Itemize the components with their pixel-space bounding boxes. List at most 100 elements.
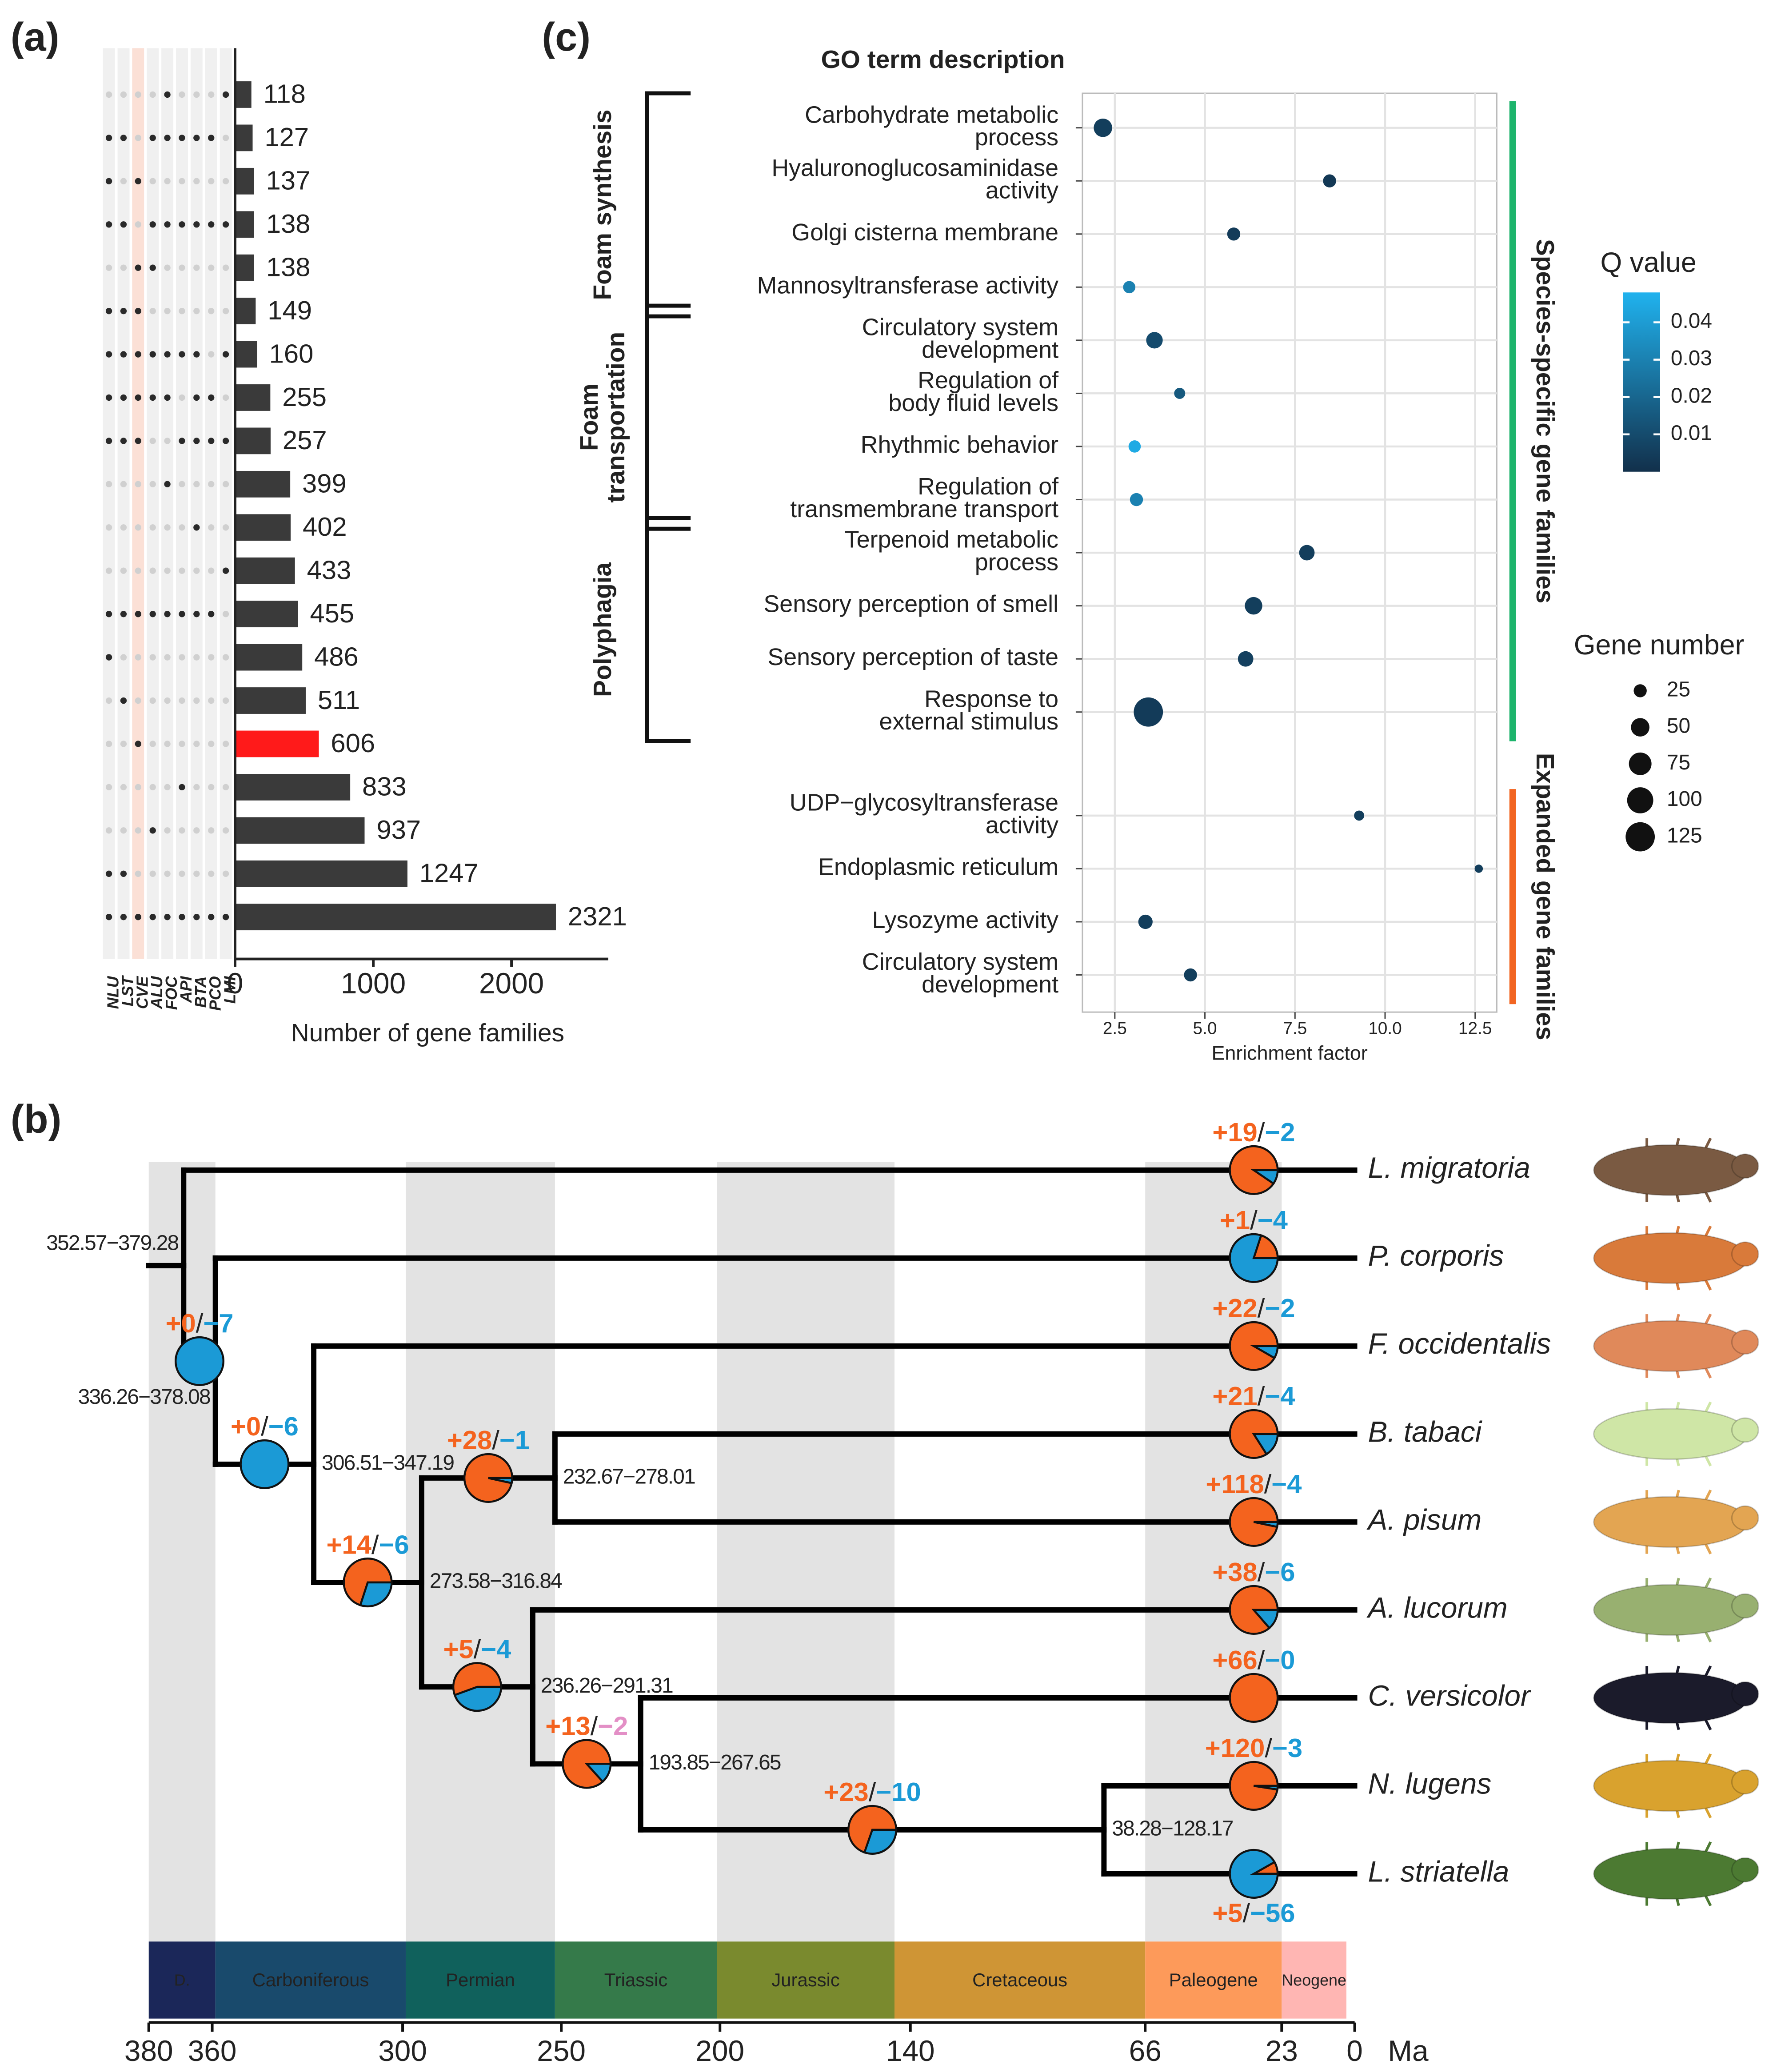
x-tick-label: 2000 (479, 967, 544, 1000)
set-dot (105, 567, 112, 574)
x-tick-label: 0 (1346, 2034, 1363, 2067)
set-dot (179, 438, 185, 444)
divergence-range: 193.85−267.65 (649, 1751, 781, 1774)
loss-label: −2 (1265, 1293, 1295, 1323)
species-label: N. lugens (1368, 1767, 1491, 1800)
set-dot (179, 827, 185, 834)
bar (235, 860, 407, 887)
divergence-range: 336.26−378.08 (78, 1385, 210, 1409)
gain-loss-label: +21/−4 (1212, 1381, 1295, 1411)
gain-label: +23 (823, 1777, 868, 1807)
set-label: ALU (148, 976, 166, 1009)
set-dot (193, 741, 200, 747)
set-dot (105, 914, 112, 920)
term-line: process (975, 549, 1058, 576)
point (1134, 697, 1163, 727)
term-line: external stimulus (879, 708, 1059, 735)
set-dot (120, 654, 127, 661)
value-label: 137 (266, 166, 311, 195)
bar (235, 904, 556, 931)
set-dot (222, 654, 229, 661)
gain-loss-label: +23/−10 (823, 1777, 921, 1807)
gain-label: +28 (447, 1425, 492, 1455)
period-label: Neogene (1282, 1971, 1346, 1989)
set-dot (193, 524, 200, 531)
period-bar (148, 1941, 216, 2019)
species-label: L. migratoria (1368, 1151, 1530, 1184)
insect-head (1731, 1241, 1759, 1267)
x-tick-label: 200 (695, 2034, 744, 2067)
gain-label: +120 (1205, 1733, 1265, 1763)
set-dot (135, 264, 142, 271)
divergence-range: 236.26−291.31 (541, 1674, 673, 1697)
set-dot (135, 784, 142, 791)
x-tick-label: 300 (378, 2034, 427, 2067)
set-dot (193, 654, 200, 661)
set-label: LST (119, 975, 136, 1006)
bar (235, 81, 252, 108)
set-dot (105, 264, 112, 271)
set-dot (222, 914, 229, 920)
function-label: Foam (575, 384, 603, 451)
pie-loss (863, 1829, 898, 1855)
set-dot (120, 567, 127, 574)
set-dot (149, 524, 156, 531)
term-line: Circulatory system (862, 948, 1058, 975)
size-key (1625, 822, 1655, 852)
gain-loss-label: +22/−2 (1212, 1293, 1295, 1323)
point (1238, 651, 1254, 667)
term-line: Response to (924, 686, 1058, 713)
gain-label: +21 (1212, 1381, 1257, 1411)
period-bar (894, 1941, 1146, 2019)
separator: / (1258, 1557, 1265, 1587)
x-tick-label: 10.0 (1368, 1019, 1402, 1038)
species-label: A. pisum (1366, 1503, 1481, 1536)
term-label: UDP−glycosyltransferase activity (790, 789, 1058, 839)
set-dot (164, 784, 171, 791)
term-line: activity (986, 812, 1058, 838)
term-line: Sensory perception of taste (767, 644, 1058, 670)
bar (235, 644, 303, 671)
insect-head (1731, 1593, 1759, 1619)
period-bar (215, 1941, 406, 2019)
point (1245, 597, 1262, 615)
set-stripe (117, 48, 130, 959)
set-dot (120, 135, 127, 141)
value-label: 118 (264, 79, 306, 109)
set-dot (105, 481, 112, 488)
set-dot (179, 654, 185, 661)
set-dot (105, 221, 112, 228)
point (1123, 281, 1136, 294)
set-dot (149, 394, 156, 401)
set-dot (164, 307, 171, 315)
gain-label: +22 (1212, 1293, 1257, 1323)
species-label: P. corporis (1368, 1239, 1504, 1272)
insect-body (1593, 1584, 1749, 1636)
insect-body (1593, 1672, 1749, 1724)
pie-loss (1254, 1785, 1279, 1791)
set-dot (120, 351, 127, 358)
set-dot (208, 567, 215, 574)
set-dot (149, 914, 156, 920)
set-dot (222, 741, 229, 747)
term-line: Lysozyme activity (872, 907, 1059, 933)
set-label: PCO (207, 976, 224, 1011)
set-dot (193, 610, 200, 618)
set-dot (164, 610, 171, 618)
term-label: Regulation of body fluid levels (888, 367, 1059, 416)
set-dot (120, 481, 127, 488)
set-dot (105, 438, 112, 444)
point (1130, 493, 1143, 506)
set-dot (164, 827, 171, 834)
set-dot (164, 135, 171, 141)
value-label: 138 (266, 209, 311, 239)
x-tick-label: 66 (1129, 2034, 1162, 2067)
value-label: 149 (268, 295, 312, 325)
set-dot (149, 135, 156, 141)
loss-label: −6 (268, 1411, 299, 1441)
value-label: 606 (331, 728, 375, 758)
pie-loss (488, 1477, 513, 1485)
set-label: FOC (163, 976, 180, 1010)
period-bar (717, 1941, 895, 2019)
species-label: L. striatella (1368, 1855, 1509, 1888)
